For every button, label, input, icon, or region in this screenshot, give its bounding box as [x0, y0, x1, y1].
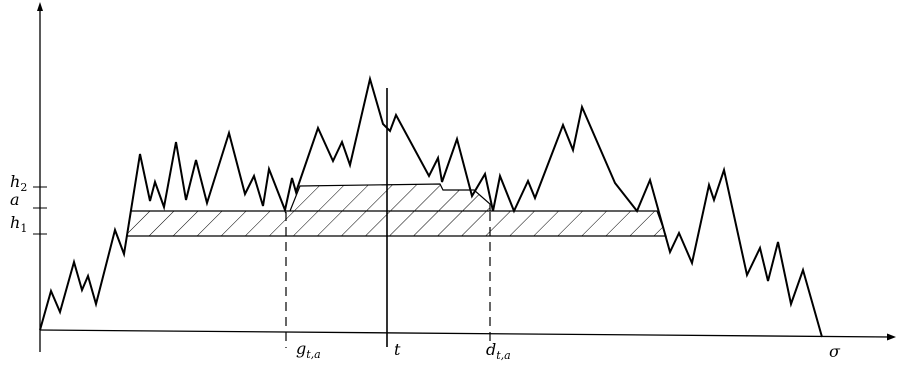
axes	[37, 2, 896, 352]
hatched-region	[126, 183, 667, 237]
markers	[285, 88, 491, 348]
y-labels: h2 a h1	[10, 172, 27, 235]
label-sigma: σ	[829, 342, 841, 361]
lower-hatched-band	[126, 210, 667, 237]
label-a: a	[10, 190, 20, 209]
label-h1: h1	[10, 213, 27, 235]
upper-hatched-band	[290, 184, 490, 211]
x-axis-arrow	[887, 333, 896, 341]
upper-band-edge	[289, 183, 491, 212]
label-t: t	[394, 340, 401, 359]
y-ticks	[33, 186, 47, 235]
label-g-t-a: gt,a	[296, 339, 321, 361]
x-labels: gt,a t dt,a σ	[296, 339, 841, 362]
y-axis-arrow	[37, 2, 43, 11]
label-d-t-a: dt,a	[486, 340, 511, 362]
excursion-path	[39, 75, 823, 338]
label-h2: h2	[10, 172, 27, 194]
x-axis	[39, 329, 891, 338]
